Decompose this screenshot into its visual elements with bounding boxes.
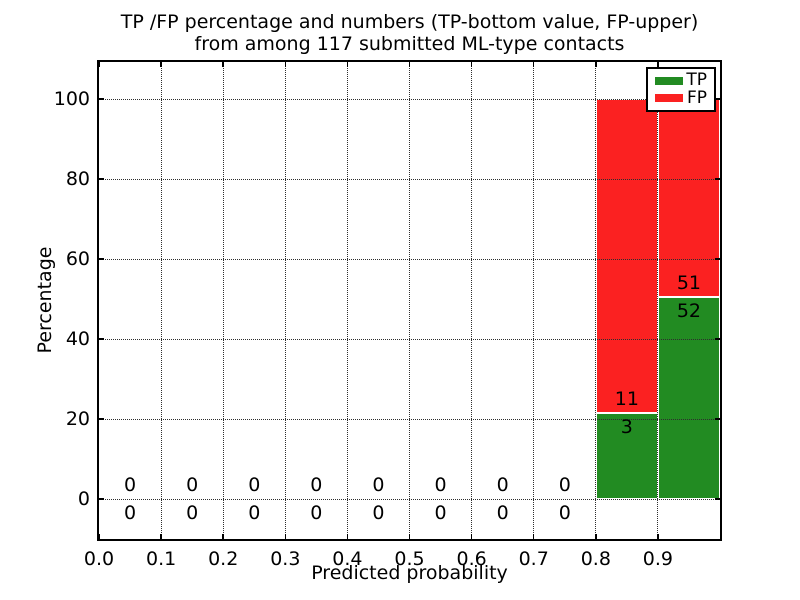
y-tick-mark <box>715 98 720 100</box>
x-tick-mark <box>657 62 659 67</box>
x-tick-label: 0.2 <box>208 548 239 570</box>
x-tick-mark <box>346 62 349 67</box>
x-tick-label: 0.8 <box>580 548 611 570</box>
y-tick-mark <box>99 338 104 340</box>
x-tick-mark <box>657 534 659 539</box>
x-tick-label: 0.1 <box>145 548 177 570</box>
y-tick-mark <box>99 98 104 100</box>
y-tick-mark <box>99 498 104 500</box>
x-tick-mark <box>98 534 100 539</box>
x-tick-label: 0.7 <box>518 548 549 570</box>
fp-count-label: 11 <box>614 388 639 411</box>
y-tick-label: 100 <box>53 88 90 110</box>
x-tick-mark <box>346 534 349 539</box>
y-tick-mark <box>99 418 104 420</box>
x-tick-label: 0.6 <box>456 548 487 570</box>
fp-count-label: 0 <box>496 474 509 496</box>
x-tick-mark <box>408 62 411 67</box>
x-tick-mark <box>284 534 287 539</box>
x-tick-mark <box>222 62 224 67</box>
x-tick-mark <box>160 534 162 539</box>
legend-item-tp: TP <box>655 72 707 89</box>
bar-segment-tp <box>595 413 658 499</box>
y-tick-mark <box>715 178 720 180</box>
y-tick-mark <box>715 258 720 260</box>
x-tick-label: 0.0 <box>83 548 115 570</box>
x-tick-mark <box>595 534 597 539</box>
x-gridline <box>533 62 535 539</box>
x-tick-mark <box>284 62 287 67</box>
x-tick-label: 0.4 <box>332 548 363 570</box>
x-gridline <box>222 62 224 539</box>
x-gridline <box>595 62 597 539</box>
x-tick-mark <box>470 534 473 539</box>
fp-count-label: 0 <box>372 474 385 496</box>
fp-count-label: 0 <box>434 474 447 496</box>
x-tick-mark <box>408 534 411 539</box>
legend-label-fp: FP <box>686 87 707 108</box>
x-tick-mark <box>222 534 224 539</box>
x-gridline <box>409 62 410 539</box>
fp-count-label: 0 <box>310 474 323 496</box>
fp-count-label: 51 <box>676 272 702 295</box>
x-tick-label: 0.3 <box>270 548 301 570</box>
legend-item-fp: FP <box>655 87 707 108</box>
legend: TP FP <box>646 67 716 112</box>
legend-label-tp: TP <box>686 70 707 91</box>
x-tick-mark <box>532 534 535 539</box>
x-gridline <box>284 62 286 539</box>
x-gridline <box>160 62 162 539</box>
chart-title-line2: from among 117 submitted ML-type contact… <box>194 33 625 55</box>
tp-count-label: 0 <box>372 502 385 524</box>
fp-color-swatch <box>655 94 683 103</box>
chart-title-line1: TP /FP percentage and numbers (TP-bottom… <box>120 11 699 33</box>
fp-count-label: 0 <box>558 474 571 496</box>
y-tick-label: 0 <box>77 488 90 510</box>
tp-count-label: 3 <box>620 416 633 439</box>
tp-count-label: 0 <box>124 502 137 524</box>
x-gridline <box>657 62 659 539</box>
tp-count-label: 0 <box>558 502 571 524</box>
x-tick-mark <box>98 62 100 67</box>
y-tick-label: 60 <box>65 248 90 270</box>
tp-count-label: 0 <box>496 502 509 524</box>
tp-count-label: 0 <box>248 502 261 524</box>
tp-color-swatch <box>655 76 683 85</box>
x-gridline <box>471 62 473 539</box>
x-tick-mark <box>595 62 597 67</box>
fp-count-label: 0 <box>124 474 137 496</box>
y-tick-label: 20 <box>65 408 90 430</box>
x-tick-label: 0.5 <box>394 548 425 570</box>
x-tick-label: 0.9 <box>642 548 673 570</box>
y-tick-mark <box>715 498 720 500</box>
x-axis-label: Predicted probability <box>311 562 508 584</box>
tp-count-label: 52 <box>676 300 702 323</box>
x-gridline <box>346 62 348 539</box>
fp-count-label: 0 <box>186 474 199 496</box>
y-tick-mark <box>715 338 720 340</box>
tp-count-label: 0 <box>310 502 323 524</box>
bar-segment-fp <box>595 99 658 414</box>
x-tick-mark <box>532 62 535 67</box>
tp-count-label: 0 <box>186 502 199 524</box>
fp-count-label: 0 <box>248 474 261 496</box>
y-tick-label: 80 <box>65 168 90 190</box>
x-tick-mark <box>470 62 473 67</box>
bar-segment-fp <box>657 99 720 298</box>
y-tick-mark <box>99 178 104 180</box>
y-tick-mark <box>99 258 104 260</box>
x-tick-mark <box>160 62 162 67</box>
plot-area <box>97 60 722 541</box>
tp-count-label: 0 <box>434 502 447 524</box>
y-tick-label: 40 <box>65 328 90 350</box>
bar-segment-tp <box>657 297 720 499</box>
y-tick-mark <box>715 418 720 420</box>
